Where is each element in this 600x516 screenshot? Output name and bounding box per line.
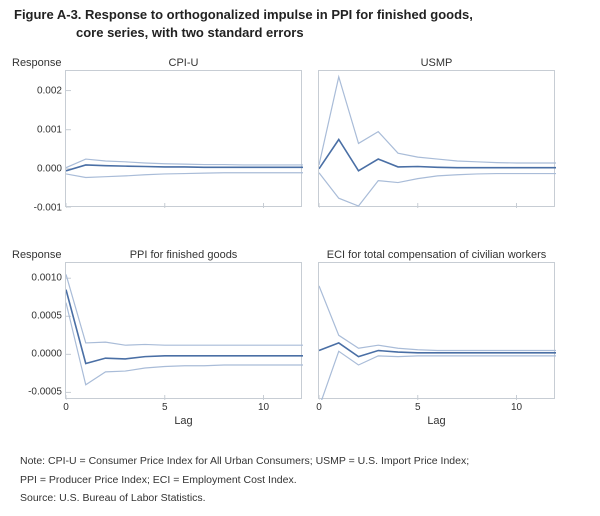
ytick-label: 0.0005 [31, 311, 66, 322]
title-line1: Figure A-3. Response to orthogonalized i… [14, 7, 473, 22]
ytick-label: 0.000 [37, 163, 66, 174]
plot-svg-ppi [66, 263, 303, 400]
response-line [66, 165, 303, 171]
chart-grid: CPI-UResponse-0.0010.0000.0010.002USMPPP… [0, 52, 600, 446]
plot-svg-cpiu [66, 71, 303, 208]
xtick-label: 10 [511, 402, 522, 413]
lower-band-line [66, 303, 303, 385]
y-axis-label: Response [12, 249, 62, 261]
panel-cpiu: CPI-UResponse-0.0010.0000.0010.002 [65, 70, 302, 207]
ytick-label: -0.001 [34, 203, 66, 214]
panel-ppi: PPI for finished goodsResponseLag-0.0005… [65, 262, 302, 399]
upper-band-line [319, 286, 556, 351]
xtick-label: 0 [316, 402, 322, 413]
xtick-label: 0 [63, 402, 69, 413]
lower-band-line [66, 173, 303, 178]
lower-band-line [319, 351, 556, 400]
figure-footer: Note: CPI-U = Consumer Price Index for A… [0, 450, 600, 506]
panel-title-usmp: USMP [319, 57, 554, 69]
lower-band-line [319, 173, 556, 206]
panel-title-cpiu: CPI-U [66, 57, 301, 69]
ytick-label: 0.0010 [31, 273, 66, 284]
title-line2: core series, with two standard errors [14, 24, 590, 42]
plot-svg-usmp [319, 71, 556, 208]
xtick-label: 5 [162, 402, 168, 413]
footnote-3: Source: U.S. Bureau of Labor Statistics. [0, 487, 600, 506]
ytick-label: 0.001 [37, 124, 66, 135]
panel-title-eci: ECI for total compensation of civilian w… [319, 249, 554, 261]
upper-band-line [66, 274, 303, 345]
xtick-label: 5 [415, 402, 421, 413]
ytick-label: 0.002 [37, 85, 66, 96]
x-axis-label: Lag [319, 415, 554, 427]
footnote-2: PPI = Producer Price Index; ECI = Employ… [0, 469, 600, 488]
response-line [319, 140, 556, 171]
ytick-label: 0.0000 [31, 349, 66, 360]
footnote-1: Note: CPI-U = Consumer Price Index for A… [0, 450, 600, 469]
panel-usmp: USMP [318, 70, 555, 207]
ytick-label: -0.0005 [28, 387, 66, 398]
y-axis-label: Response [12, 57, 62, 69]
plot-svg-eci [319, 263, 556, 400]
panel-title-ppi: PPI for finished goods [66, 249, 301, 261]
xtick-label: 10 [258, 402, 269, 413]
x-axis-label: Lag [66, 415, 301, 427]
figure-title: Figure A-3. Response to orthogonalized i… [0, 0, 600, 41]
response-line [66, 290, 303, 364]
upper-band-line [319, 77, 556, 165]
panel-eci: ECI for total compensation of civilian w… [318, 262, 555, 399]
